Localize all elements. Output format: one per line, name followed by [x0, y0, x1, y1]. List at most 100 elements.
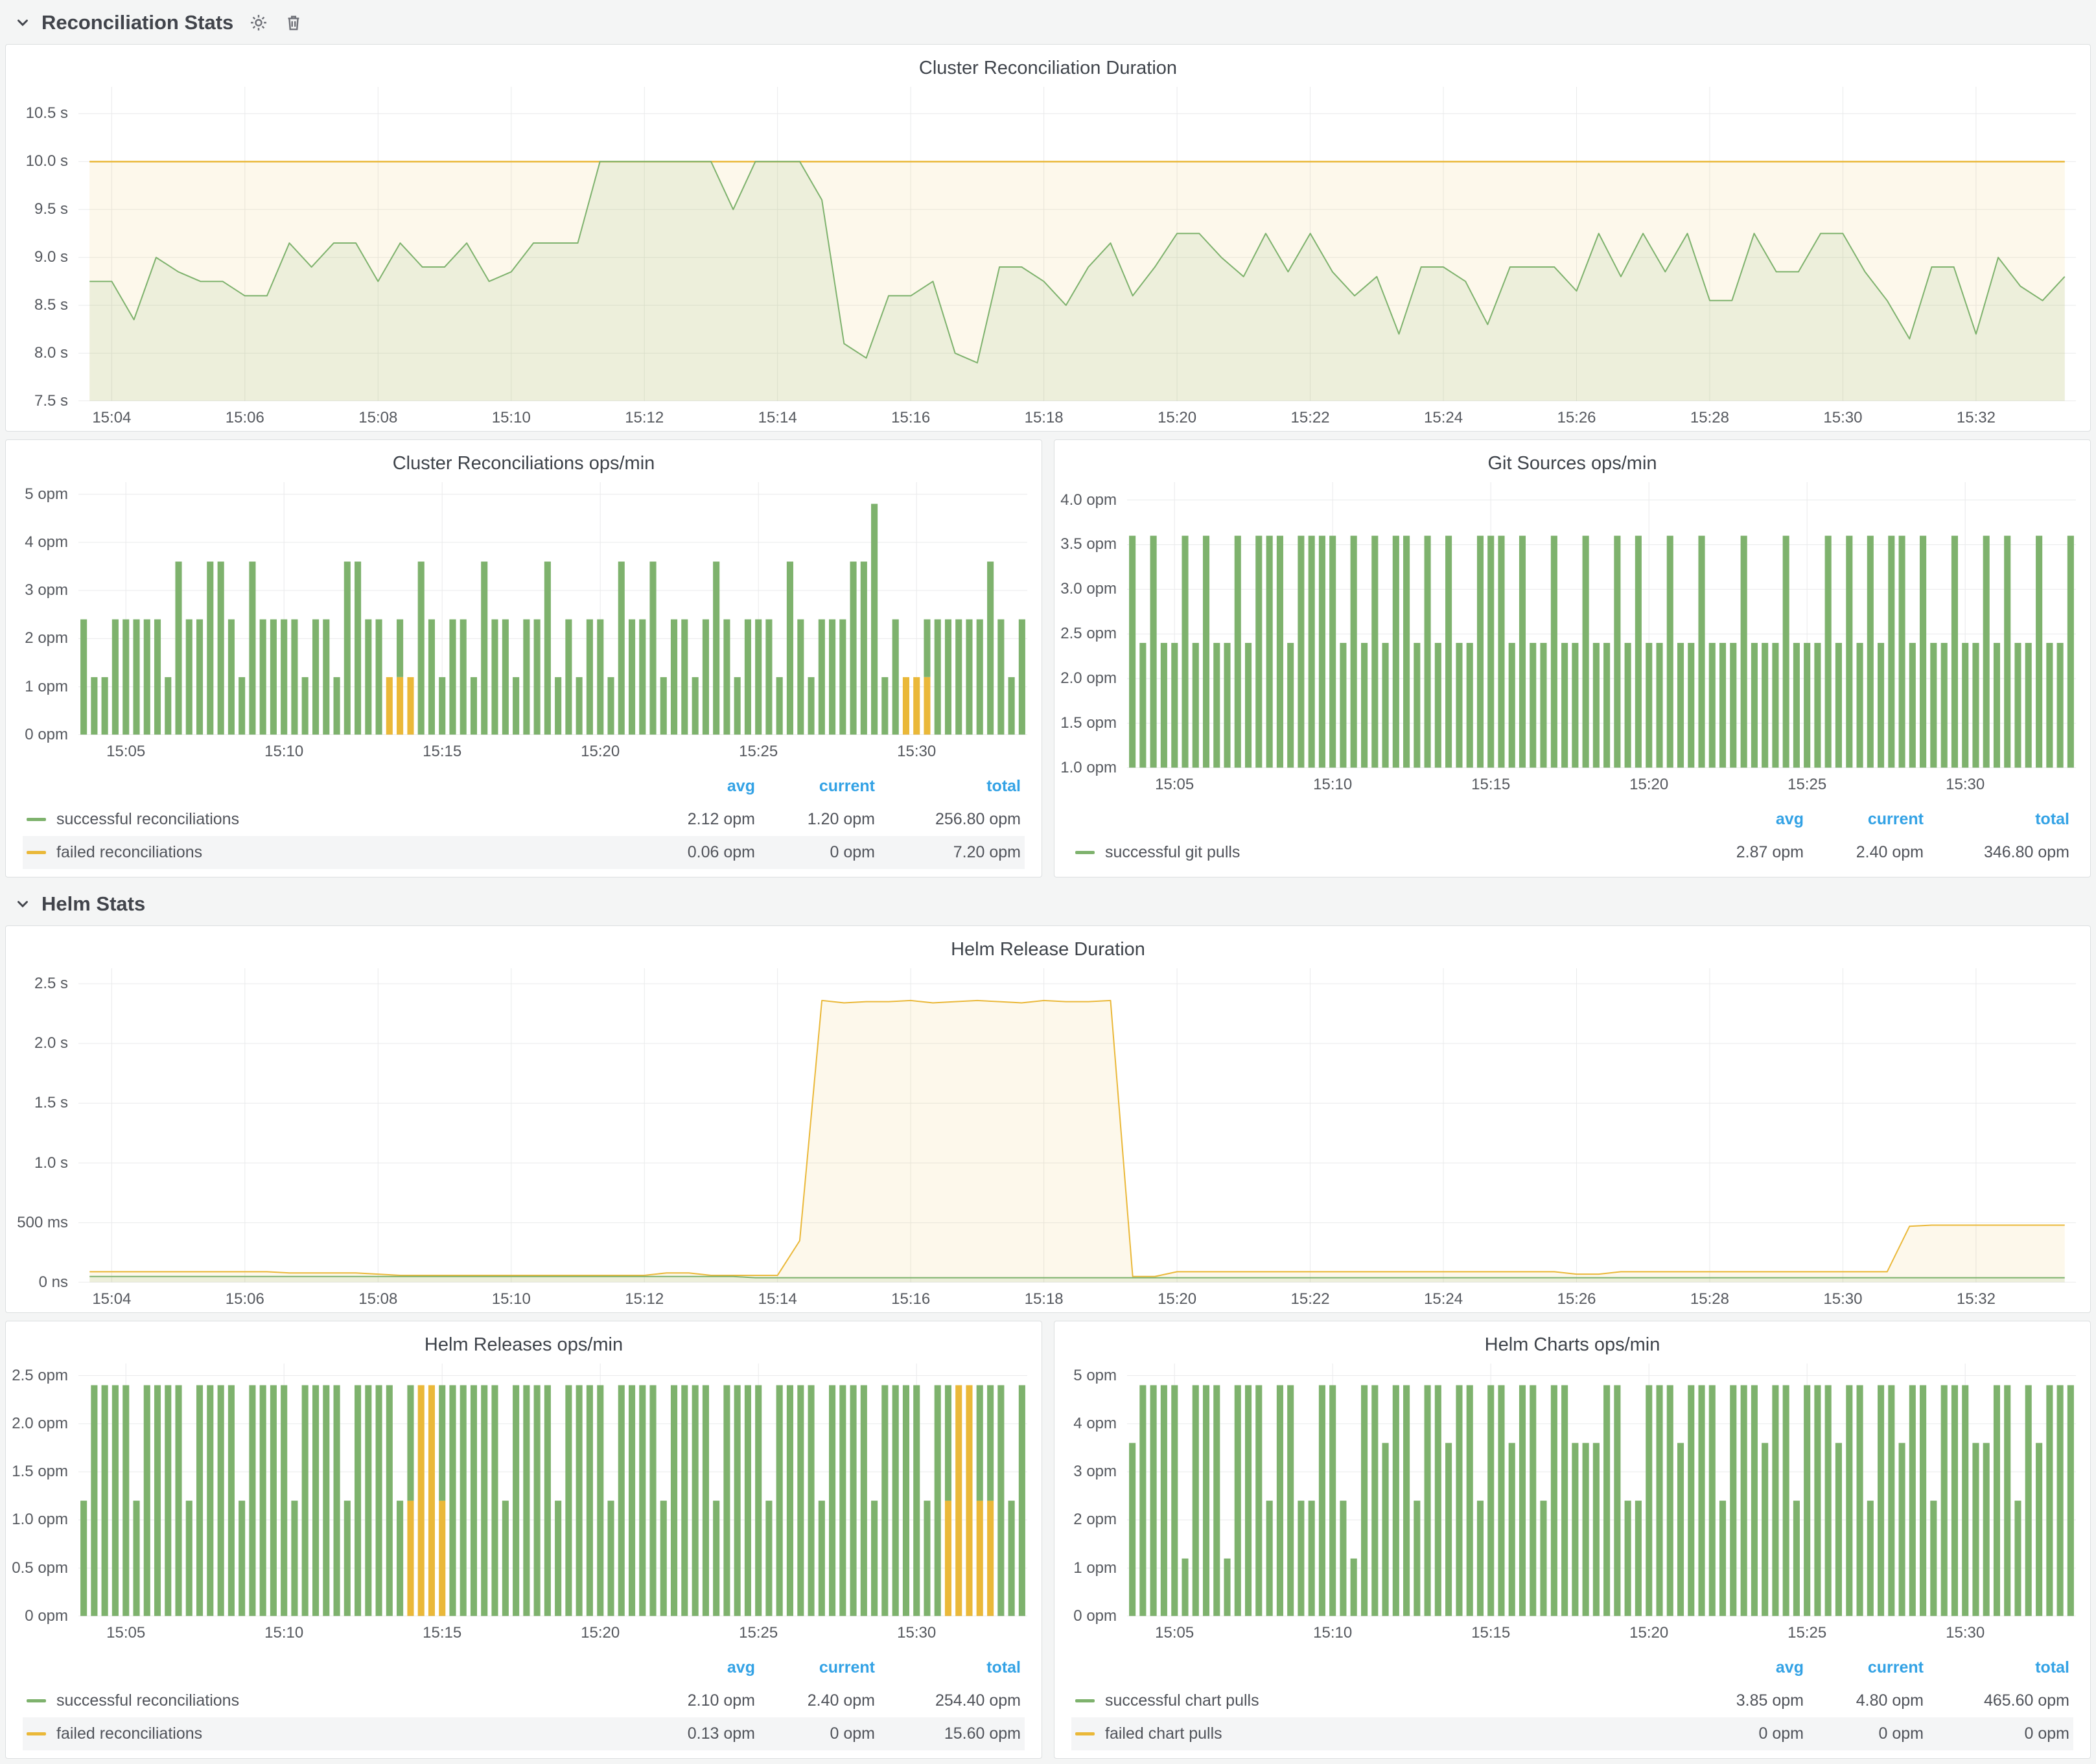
legend-header: avg current total: [23, 770, 1025, 803]
series-label[interactable]: successful reconciliations: [56, 1691, 240, 1710]
x-axis-tick: 15:26: [1557, 1290, 1596, 1308]
section-title-helm[interactable]: Helm Stats: [41, 892, 146, 915]
x-axis-tick: 15:30: [1823, 409, 1863, 426]
row-header-helm-stats[interactable]: Helm Stats: [5, 887, 2091, 922]
x-axis-tick: 15:15: [423, 1624, 462, 1642]
y-axis-tick: 1.0 s: [34, 1154, 68, 1172]
total-value: 254.40 opm: [935, 1691, 1021, 1710]
plot-area[interactable]: [78, 87, 2076, 401]
legend-sort-total[interactable]: total: [2035, 1658, 2069, 1677]
chevron-down-icon: [14, 14, 31, 31]
y-axis-tick: 5 opm: [1073, 1366, 1117, 1384]
y-axis-labels: 0 opm 1 opm 2 opm 3 opm 4 opm 5 opm: [1054, 1364, 1127, 1625]
legend-sort-avg[interactable]: avg: [1775, 810, 1804, 828]
trash-icon[interactable]: [284, 13, 303, 32]
series-label[interactable]: failed chart pulls: [1105, 1724, 1222, 1743]
x-axis-labels: 15:04 15:06 15:08 15:10 15:12 15:14 15:16 15:18…: [78, 1282, 2076, 1312]
series-label[interactable]: failed reconciliations: [56, 1724, 203, 1743]
total-value: 256.80 opm: [935, 810, 1021, 828]
x-axis-tick: 15:16: [891, 1290, 931, 1308]
bar-chart[interactable]: 0 opm 0.5 opm 1.0 opm 1.5 opm 2.0 opm 2.5 opm: [6, 1364, 1042, 1625]
x-axis-tick: 15:10: [264, 1624, 304, 1642]
x-axis-tick: 15:28: [1690, 1290, 1729, 1308]
series-label[interactable]: failed reconciliations: [56, 843, 203, 861]
legend-sort-total[interactable]: total: [986, 1658, 1021, 1677]
current-value: 0 opm: [830, 1724, 875, 1743]
avg-value: 2.10 opm: [687, 1691, 755, 1710]
avg-value: 0.06 opm: [687, 843, 755, 861]
x-axis-tick: 15:12: [625, 409, 664, 426]
panel-title[interactable]: Helm Release Duration: [951, 939, 1145, 960]
y-axis-tick: 2.0 opm: [1060, 669, 1117, 688]
time-series-chart[interactable]: 0 ns 500 ms 1.0 s 1.5 s 2.0 s 2.5 s: [6, 968, 2090, 1291]
section-title-reconciliation[interactable]: Reconciliation Stats: [41, 11, 234, 34]
legend-row[interactable]: successful git pulls 2.87 opm 2.40 opm 3…: [1071, 836, 2073, 869]
x-axis-tick: 15:25: [739, 743, 778, 760]
y-axis-tick: 0.5 opm: [12, 1559, 68, 1577]
series-label[interactable]: successful reconciliations: [56, 810, 240, 828]
gear-icon[interactable]: [249, 13, 268, 32]
plot-area[interactable]: [78, 1364, 1027, 1616]
time-series-chart[interactable]: 7.5 s 8.0 s 8.5 s 9.0 s 9.5 s 10.0 s 10.5 s: [6, 87, 2090, 410]
legend-sort-current[interactable]: current: [1867, 810, 1924, 828]
bar-chart[interactable]: 1.0 opm 1.5 opm 2.0 opm 2.5 opm 3.0 opm 3.5 o…: [1054, 482, 2090, 776]
panel-helm-release-duration: Helm Release Duration 0 ns 500 ms 1.0 s 1.5…: [5, 925, 2091, 1313]
series-color-swatch: [27, 818, 46, 821]
series-color-swatch: [1075, 851, 1095, 854]
y-axis-tick: 2.0 opm: [12, 1414, 68, 1432]
legend-row[interactable]: failed reconciliations 0.06 opm 0 opm 7.…: [23, 836, 1025, 869]
legend-header: avg current total: [1071, 803, 2073, 836]
total-value: 465.60 opm: [1983, 1691, 2069, 1710]
current-value: 4.80 opm: [1856, 1691, 1924, 1710]
y-axis-tick: 1.0 opm: [1060, 759, 1117, 776]
y-axis-tick: 1.0 opm: [12, 1511, 68, 1529]
x-axis-tick: 15:05: [1155, 1624, 1194, 1642]
legend-sort-avg[interactable]: avg: [1775, 1658, 1804, 1677]
legend-row[interactable]: failed reconciliations 0.13 opm 0 opm 15…: [23, 1717, 1025, 1750]
legend-sort-current[interactable]: current: [819, 1658, 875, 1677]
x-axis-tick: 15:05: [106, 1624, 146, 1642]
x-axis-tick: 15:10: [1313, 776, 1353, 793]
x-axis-labels: 15:05 15:10 15:15 15:20 15:25 15:30: [78, 735, 1027, 765]
legend-row[interactable]: successful reconciliations 2.12 opm 1.20…: [23, 803, 1025, 836]
y-axis-tick: 7.5 s: [34, 392, 68, 410]
x-axis-tick: 15:30: [1946, 776, 1985, 793]
panel-title[interactable]: Helm Charts ops/min: [1484, 1334, 1660, 1355]
x-axis-labels: 15:05 15:10 15:15 15:20 15:25 15:30: [1127, 1616, 2076, 1646]
helm_charts-svg: [1127, 1364, 2076, 1616]
x-axis-tick: 15:10: [264, 743, 304, 760]
x-axis-tick: 15:08: [358, 1290, 398, 1308]
bar-chart[interactable]: 0 opm 1 opm 2 opm 3 opm 4 opm 5 opm: [1054, 1364, 2090, 1625]
series-label[interactable]: successful chart pulls: [1105, 1691, 1259, 1710]
y-axis-tick: 2.5 opm: [1060, 625, 1117, 643]
plot-area[interactable]: [1127, 482, 2076, 768]
total-value: 0 opm: [2024, 1724, 2069, 1743]
x-axis-tick: 15:12: [625, 1290, 664, 1308]
x-axis-tick: 15:24: [1424, 409, 1463, 426]
legend-sort-current[interactable]: current: [819, 777, 875, 795]
legend-sort-avg[interactable]: avg: [727, 777, 755, 795]
row-header-reconciliation-stats[interactable]: Reconciliation Stats: [5, 5, 2091, 40]
series-label[interactable]: successful git pulls: [1105, 843, 1240, 861]
legend-sort-current[interactable]: current: [1867, 1658, 1924, 1677]
plot-area[interactable]: [1127, 1364, 2076, 1616]
panel-title[interactable]: Helm Releases ops/min: [424, 1334, 623, 1355]
legend: avg current total successful chart pulls…: [1054, 1646, 2090, 1758]
panel-title[interactable]: Cluster Reconciliation Duration: [918, 58, 1178, 78]
legend-row[interactable]: failed chart pulls 0 opm 0 opm 0 opm: [1071, 1717, 2073, 1750]
x-axis-tick: 15:30: [1946, 1624, 1985, 1642]
current-value: 0 opm: [830, 843, 875, 861]
x-axis-tick: 15:04: [92, 409, 132, 426]
panel-title[interactable]: Git Sources ops/min: [1487, 453, 1657, 474]
panel-title[interactable]: Cluster Reconciliations ops/min: [392, 453, 655, 474]
bar-chart[interactable]: 0 opm 1 opm 2 opm 3 opm 4 opm 5 opm: [6, 482, 1042, 743]
plot-area[interactable]: [78, 482, 1027, 735]
legend-sort-total[interactable]: total: [2035, 810, 2069, 828]
plot-area[interactable]: [78, 968, 2076, 1282]
legend-row[interactable]: successful reconciliations 2.10 opm 2.40…: [23, 1684, 1025, 1717]
legend-row[interactable]: successful chart pulls 3.85 opm 4.80 opm…: [1071, 1684, 2073, 1717]
x-axis-tick: 15:20: [581, 1624, 620, 1642]
legend-sort-total[interactable]: total: [986, 777, 1021, 795]
legend-sort-avg[interactable]: avg: [727, 1658, 755, 1677]
series-color-swatch: [27, 851, 46, 854]
